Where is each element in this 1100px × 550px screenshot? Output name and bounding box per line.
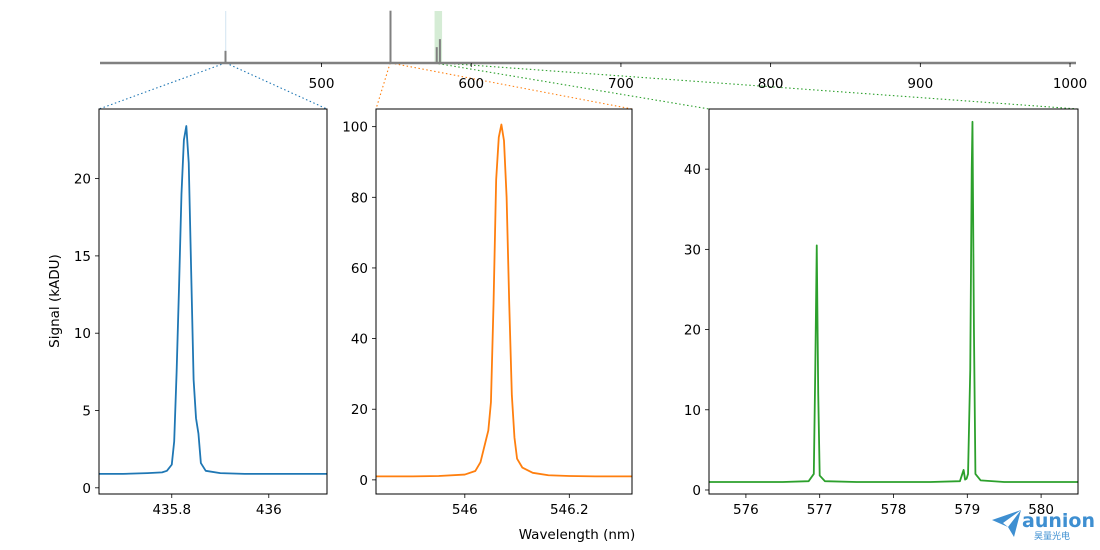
overview-x-tick-label: 600 <box>458 76 484 92</box>
x-tick-label: 546 <box>452 502 478 518</box>
logo: aunion 昊量光电 <box>992 510 1095 542</box>
overview-x-tick-label: 900 <box>907 76 933 92</box>
zoom-panel-green: 576 577 578 579 580 0 10 20 30 40 <box>684 108 1079 518</box>
y-tick-label: 80 <box>351 190 368 206</box>
y-tick-label: 60 <box>351 261 368 277</box>
overview-axes: 500 600 700 800 900 1000 <box>100 10 1087 92</box>
zoom-panel-orange: 546 546.2 0 20 40 60 80 100 <box>342 108 633 518</box>
x-tick-label: 436 <box>256 502 282 518</box>
axes-frame <box>708 108 1079 495</box>
axes-frame <box>375 108 633 495</box>
x-tick-label: 580 <box>1028 502 1054 518</box>
y-tick-label: 15 <box>74 249 91 265</box>
logo-subtext: 昊量光电 <box>1034 530 1070 542</box>
y-tick-label: 100 <box>342 120 368 136</box>
x-tick-label: 435.8 <box>152 502 191 518</box>
zoom-panel-blue: 435.8 436 0 5 10 15 20 <box>74 108 328 518</box>
zoom-connector <box>98 62 226 110</box>
highlight-span-2 <box>434 11 443 63</box>
zoom-connector <box>375 62 391 110</box>
y-tick-label: 40 <box>351 332 368 348</box>
y-tick-label: 20 <box>74 172 91 188</box>
x-tick-label: 578 <box>881 502 907 518</box>
y-tick-label: 0 <box>359 473 368 489</box>
y-axis-label: Signal (kADU) <box>47 254 63 348</box>
x-tick-label: 577 <box>807 502 833 518</box>
x-tick-label: 546.2 <box>550 502 589 518</box>
zoom-connector-lines <box>98 62 1079 110</box>
series-line <box>709 120 1078 483</box>
series-line <box>99 125 327 475</box>
paper-plane-icon <box>992 510 1021 537</box>
y-tick-label: 30 <box>684 242 701 258</box>
y-tick-label: 0 <box>82 481 91 497</box>
zoom-connector <box>225 62 328 110</box>
x-axis-label: Wavelength (nm) <box>519 527 636 543</box>
y-tick-label: 10 <box>74 326 91 342</box>
overview-x-tick-label: 700 <box>608 76 634 92</box>
x-tick-label: 576 <box>733 502 759 518</box>
overview-x-tick-label: 500 <box>309 76 335 92</box>
y-tick-label: 5 <box>82 404 91 420</box>
y-tick-label: 0 <box>692 483 701 499</box>
y-tick-label: 40 <box>684 162 701 178</box>
highlight-span-0 <box>225 11 227 63</box>
overview-x-tick-label: 1000 <box>1053 76 1087 92</box>
y-tick-label: 10 <box>684 403 701 419</box>
series-line <box>376 123 632 478</box>
y-tick-label: 20 <box>684 323 701 339</box>
zoom-connector <box>390 62 633 110</box>
x-tick-label: 579 <box>954 502 980 518</box>
overview-x-tick-label: 800 <box>758 76 784 92</box>
y-tick-label: 20 <box>351 402 368 418</box>
logo-text: aunion <box>1022 510 1095 532</box>
axes-frame <box>98 108 328 495</box>
